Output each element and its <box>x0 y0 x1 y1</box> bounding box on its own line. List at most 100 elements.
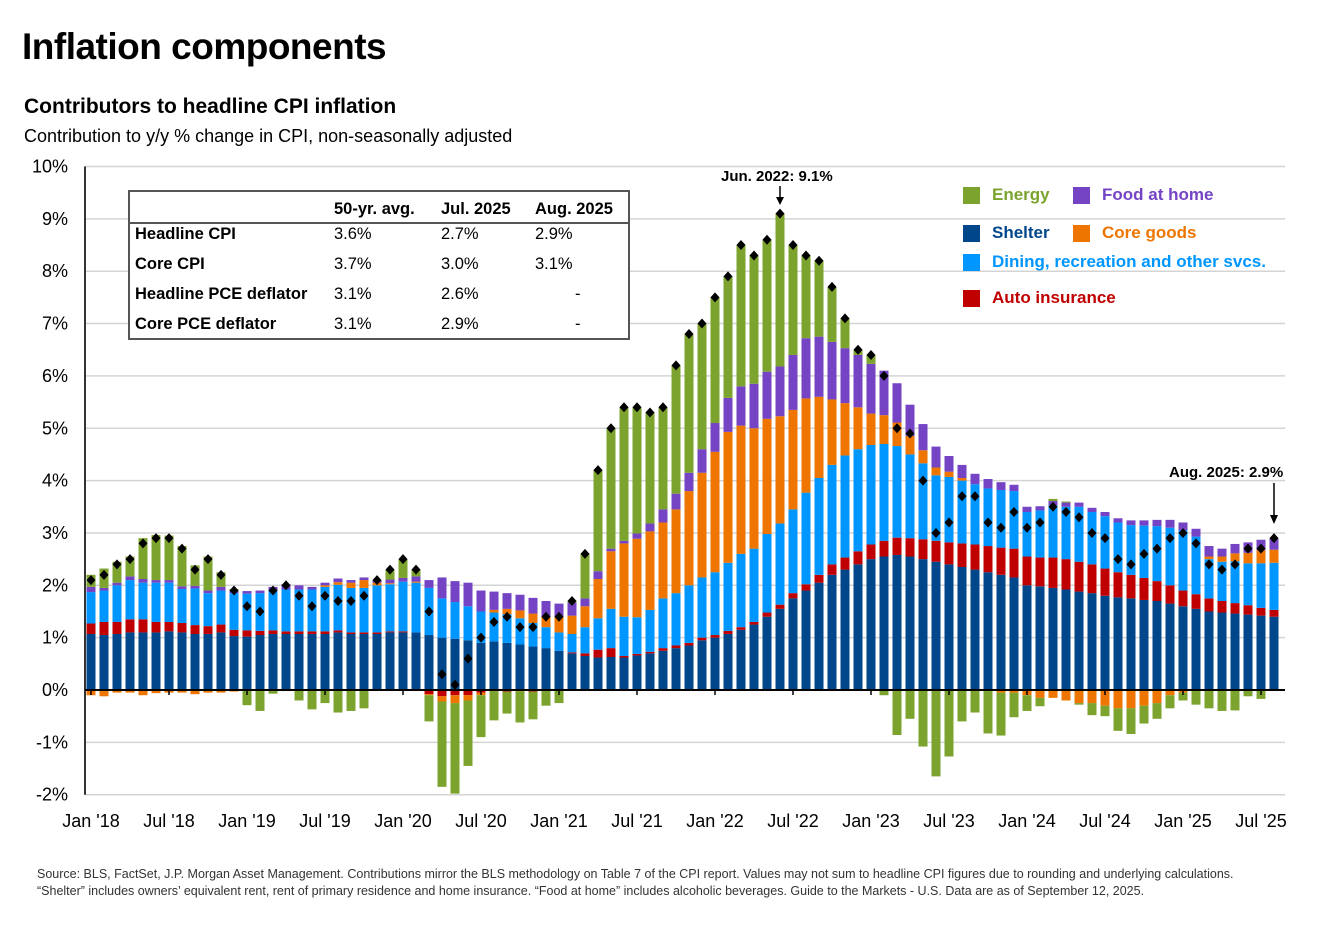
bar-auto-insurance <box>723 630 733 634</box>
bar-core-goods <box>1139 690 1149 706</box>
bar-shelter <box>268 633 278 690</box>
bar-energy <box>424 695 434 722</box>
bar-core-goods <box>892 422 902 447</box>
bar-energy <box>970 690 980 713</box>
bar-food-at-home <box>1204 546 1214 557</box>
headline-cpi-marker <box>333 596 343 607</box>
peak-arrow-head <box>776 197 784 205</box>
bar-food-at-home <box>190 585 200 589</box>
bar-food-at-home <box>333 578 343 583</box>
bar-core-goods <box>567 615 577 634</box>
x-tick-label: Jul '23 <box>923 811 974 831</box>
bar-shelter <box>918 559 928 690</box>
headline-cpi-marker <box>489 616 499 627</box>
headline-cpi-marker <box>1243 543 1253 554</box>
headline-cpi-marker <box>164 533 174 544</box>
bar-shelter <box>879 556 889 690</box>
bar-auto-insurance <box>983 546 993 573</box>
bar-auto-insurance <box>996 547 1006 575</box>
bar-shelter <box>1191 608 1201 690</box>
bar-dining-recreation-and-other-svcs- <box>788 509 798 594</box>
bar-core-goods <box>749 428 759 549</box>
y-tick-label: 4% <box>42 471 68 491</box>
bar-food-at-home <box>151 580 161 583</box>
bar-food-at-home <box>866 363 876 414</box>
bar-food-at-home <box>86 586 96 593</box>
y-tick-label: 10% <box>32 157 68 177</box>
bar-auto-insurance <box>879 540 889 557</box>
bar-food-at-home <box>1074 502 1084 507</box>
bar-food-at-home <box>320 582 330 586</box>
headline-cpi-marker <box>1217 564 1227 575</box>
bar-core-goods <box>905 436 915 455</box>
bar-dining-recreation-and-other-svcs- <box>138 582 148 620</box>
bar-food-at-home <box>1178 522 1188 531</box>
bar-food-at-home <box>827 341 837 400</box>
bar-core-goods <box>359 580 369 588</box>
bar-auto-insurance <box>1126 574 1136 599</box>
bar-shelter <box>1113 597 1123 690</box>
headline-cpi-marker <box>840 313 850 324</box>
bar-energy <box>359 690 369 709</box>
headline-cpi-marker <box>1009 507 1019 518</box>
headline-cpi-marker <box>1022 522 1032 533</box>
bar-auto-insurance <box>372 632 382 634</box>
bar-energy <box>1113 708 1123 731</box>
bar-food-at-home <box>671 493 681 510</box>
bar-food-at-home <box>697 449 707 473</box>
bar-food-at-home <box>840 348 850 404</box>
bar-dining-recreation-and-other-svcs- <box>671 593 681 646</box>
table-cell: 2.6% <box>441 285 479 303</box>
bar-shelter <box>957 566 967 690</box>
bar-food-at-home <box>1139 520 1149 526</box>
x-tick-label: Jan '25 <box>1154 811 1211 831</box>
bar-dining-recreation-and-other-svcs- <box>112 585 122 622</box>
bar-auto-insurance <box>125 619 135 633</box>
bar-auto-insurance <box>86 623 96 634</box>
headline-cpi-marker <box>177 543 187 554</box>
bar-auto-insurance <box>1009 548 1019 578</box>
x-tick-label: Jan '21 <box>530 811 587 831</box>
bar-shelter <box>554 650 564 690</box>
bar-auto-insurance <box>1243 605 1253 615</box>
bar-dining-recreation-and-other-svcs- <box>463 606 473 641</box>
bar-food-at-home <box>1165 519 1175 528</box>
bar-energy <box>1087 703 1097 716</box>
table-row-label: Headline CPI <box>135 225 236 243</box>
bar-shelter <box>489 641 499 690</box>
bar-core-goods <box>931 467 941 476</box>
headline-cpi-marker <box>125 554 135 565</box>
y-tick-label: -1% <box>36 732 68 752</box>
bar-core-goods <box>1204 556 1214 560</box>
bar-shelter <box>905 556 915 690</box>
bar-dining-recreation-and-other-svcs- <box>359 587 369 633</box>
bar-dining-recreation-and-other-svcs- <box>268 591 278 631</box>
x-tick-label: Jul '21 <box>611 811 662 831</box>
bar-dining-recreation-and-other-svcs- <box>619 616 629 656</box>
bar-core-goods <box>632 538 642 618</box>
bar-dining-recreation-and-other-svcs- <box>190 588 200 626</box>
headline-cpi-marker <box>931 527 941 538</box>
x-tick-label: Jan '23 <box>842 811 899 831</box>
table-cell: 3.7% <box>334 255 372 273</box>
headline-cpi-marker <box>515 622 525 633</box>
bar-energy <box>255 690 265 711</box>
bar-shelter <box>177 632 187 690</box>
headline-cpi-marker <box>385 564 395 575</box>
bar-shelter <box>216 632 226 690</box>
bar-dining-recreation-and-other-svcs- <box>710 572 720 636</box>
bar-dining-recreation-and-other-svcs- <box>879 443 889 541</box>
bar-core-goods <box>190 690 200 695</box>
bar-shelter <box>1204 611 1214 690</box>
bar-food-at-home <box>931 446 941 468</box>
bar-shelter <box>1009 577 1019 690</box>
headline-cpi-marker <box>255 606 265 617</box>
bar-core-goods <box>1100 690 1110 706</box>
bar-food-at-home <box>216 586 226 591</box>
headline-cpi-marker <box>1204 559 1214 570</box>
headline-cpi-marker <box>580 548 590 559</box>
bar-food-at-home <box>398 577 408 582</box>
bar-auto-insurance <box>1139 577 1149 600</box>
headline-cpi-marker <box>853 344 863 355</box>
